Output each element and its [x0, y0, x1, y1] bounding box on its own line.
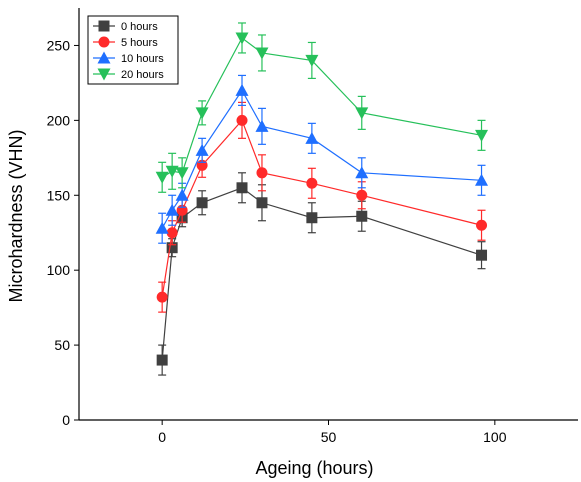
data-point: [175, 167, 189, 180]
data-point: [356, 210, 368, 222]
y-tick-label: 100: [47, 262, 71, 278]
y-tick-label: 250: [47, 37, 71, 53]
legend-marker: [98, 20, 110, 32]
data-point: [166, 242, 178, 254]
data-point: [355, 107, 369, 120]
data-point: [165, 203, 179, 216]
data-point: [175, 188, 189, 201]
series-line: [161, 119, 482, 298]
data-point: [235, 83, 249, 96]
x-tick-label: 100: [483, 429, 507, 445]
legend-label: 20 hours: [121, 69, 164, 81]
legend-label: 0 hours: [121, 21, 158, 33]
series-10-hours: [155, 74, 489, 244]
data-point: [305, 131, 319, 144]
data-point: [306, 212, 318, 224]
series-0-hours: [156, 172, 488, 376]
data-point: [476, 219, 488, 231]
data-point: [165, 165, 179, 178]
data-point: [255, 119, 269, 132]
data-point: [356, 189, 368, 201]
y-axis-title: Microhardness (VHN): [6, 129, 26, 302]
series-line: [161, 89, 482, 229]
data-point: [156, 354, 168, 366]
legend: 0 hours 5 hours 10 hours 20 hours: [87, 15, 179, 85]
data-point: [195, 143, 209, 156]
data-point: [195, 107, 209, 120]
data-point: [155, 221, 169, 234]
x-axis-title: Ageing (hours): [255, 458, 373, 478]
x-tick-label: 0: [158, 429, 166, 445]
legend-label: 10 hours: [121, 53, 164, 65]
x-tick-label: 50: [321, 429, 337, 445]
data-point: [166, 227, 178, 239]
data-point: [236, 114, 248, 126]
series-20-hours: [155, 22, 489, 193]
data-point: [256, 167, 268, 179]
legend-marker: [97, 68, 111, 81]
legend-label: 5 hours: [121, 37, 158, 49]
legend-marker: [97, 51, 111, 64]
y-tick-label: 150: [47, 187, 71, 203]
data-point: [196, 197, 208, 209]
data-point: [475, 129, 489, 142]
data-point: [255, 47, 269, 60]
series-group: [155, 22, 489, 376]
data-point: [156, 291, 168, 303]
y-tick-label: 50: [54, 337, 70, 353]
y-tick-label: 200: [47, 112, 71, 128]
data-point: [256, 197, 268, 209]
data-point: [236, 182, 248, 194]
data-point: [306, 177, 318, 189]
data-point: [355, 166, 369, 179]
data-point: [305, 54, 319, 67]
y-tick-label: 0: [62, 412, 70, 428]
axis-ticks: 0 50 100 0 50 100 150 200 250: [47, 37, 507, 445]
legend-marker: [98, 36, 110, 48]
data-point: [475, 173, 489, 186]
data-point: [235, 32, 249, 45]
data-point: [476, 249, 488, 261]
data-point: [155, 171, 169, 184]
